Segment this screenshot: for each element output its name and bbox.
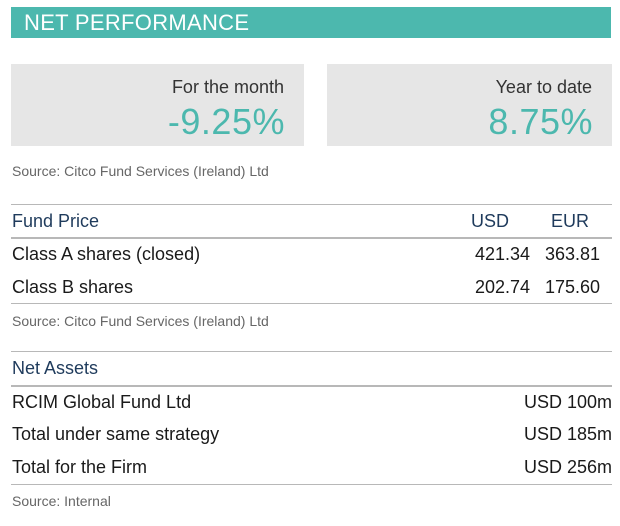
- divider: [11, 237, 612, 239]
- divider: [11, 385, 612, 387]
- asset-name: Total for the Firm: [12, 457, 148, 477]
- eur-column-header: EUR: [550, 211, 589, 231]
- table-row: Total for the Firm USD 256m: [12, 452, 612, 482]
- section-title: NET PERFORMANCE: [24, 10, 250, 35]
- month-label: For the month: [171, 77, 284, 97]
- fund-price-source: Source: Citco Fund Services (Ireland) Lt…: [12, 313, 269, 329]
- divider: [11, 204, 612, 205]
- table-row: Total under same strategy USD 185m: [12, 419, 612, 449]
- asset-amount: USD 100m: [523, 392, 612, 412]
- share-class-name: Class B shares: [12, 277, 134, 297]
- usd-price: 202.74: [474, 277, 530, 297]
- ytd-value: 8.75%: [488, 101, 593, 142]
- divider: [11, 351, 612, 352]
- usd-price: 421.34: [474, 244, 530, 264]
- divider: [11, 303, 612, 304]
- net-assets-title: Net Assets: [12, 358, 99, 378]
- ytd-performance-box: Year to date 8.75%: [327, 64, 612, 146]
- asset-amount: USD 185m: [523, 424, 612, 444]
- share-class-name: Class A shares (closed): [12, 244, 201, 264]
- asset-name: Total under same strategy: [12, 424, 220, 444]
- table-row: Class A shares (closed) 421.34 363.81: [12, 239, 612, 269]
- net-assets-source: Source: Internal: [12, 493, 111, 509]
- eur-price: 175.60: [544, 277, 600, 297]
- performance-source: Source: Citco Fund Services (Ireland) Lt…: [12, 163, 269, 179]
- net-assets-header: Net Assets: [12, 353, 612, 383]
- month-value: -9.25%: [167, 101, 285, 142]
- section-header: NET PERFORMANCE: [11, 7, 611, 38]
- fund-price-header: Fund Price USD EUR: [12, 206, 612, 236]
- fund-price-title: Fund Price: [12, 211, 100, 231]
- table-row: Class B shares 202.74 175.60: [12, 272, 612, 302]
- ytd-label: Year to date: [495, 77, 592, 97]
- usd-column-header: USD: [470, 211, 509, 231]
- table-row: RCIM Global Fund Ltd USD 100m: [12, 387, 612, 417]
- asset-amount: USD 256m: [523, 457, 612, 477]
- eur-price: 363.81: [544, 244, 600, 264]
- divider: [11, 484, 612, 485]
- month-performance-box: For the month -9.25%: [11, 64, 304, 146]
- asset-name: RCIM Global Fund Ltd: [12, 392, 192, 412]
